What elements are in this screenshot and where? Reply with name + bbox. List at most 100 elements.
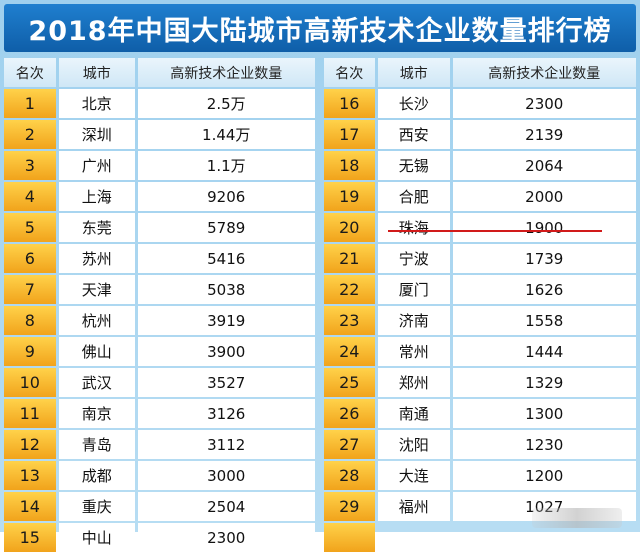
city-cell-right: 郑州 xyxy=(378,368,450,397)
count-cell: 1.44万 xyxy=(137,120,315,149)
header-city-right: 城市 xyxy=(378,58,450,87)
rank-cell-right: 23 xyxy=(323,306,376,335)
rank-cell-right-empty xyxy=(323,523,376,552)
page-title: 2018年中国大陆城市高新技术企业数量排行榜 xyxy=(4,4,636,52)
count-cell-right: 2000 xyxy=(452,182,637,211)
rank-cell: 12 xyxy=(4,430,56,459)
count-cell-right: 1558 xyxy=(452,306,637,335)
highlight-underline xyxy=(388,230,602,232)
rank-cell-right: 24 xyxy=(323,337,376,366)
rank-cell: 8 xyxy=(4,306,56,335)
table-row: 12 青岛 3112 27 沈阳 1230 xyxy=(4,430,637,459)
count-cell-right: 1230 xyxy=(452,430,637,459)
count-cell-right: 1900 xyxy=(452,213,637,242)
header-count: 高新技术企业数量 xyxy=(137,58,315,87)
count-cell-right: 1739 xyxy=(452,244,637,273)
rank-cell: 3 xyxy=(4,151,56,180)
table-row: 10 武汉 3527 25 郑州 1329 xyxy=(4,368,637,397)
city-cell-right: 沈阳 xyxy=(378,430,450,459)
count-cell-right: 1200 xyxy=(452,461,637,490)
count-cell: 2504 xyxy=(137,492,315,521)
city-cell-right: 常州 xyxy=(378,337,450,366)
city-cell: 中山 xyxy=(58,523,135,552)
city-cell: 青岛 xyxy=(58,430,135,459)
count-cell-right: 1444 xyxy=(452,337,637,366)
count-cell: 9206 xyxy=(137,182,315,211)
city-cell-right: 西安 xyxy=(378,120,450,149)
rank-cell-right: 16 xyxy=(323,89,376,118)
rank-cell: 2 xyxy=(4,120,56,149)
rank-cell: 1 xyxy=(4,89,56,118)
city-cell: 武汉 xyxy=(58,368,135,397)
rank-cell-right: 29 xyxy=(323,492,376,521)
city-cell-right: 宁波 xyxy=(378,244,450,273)
city-cell-right: 福州 xyxy=(378,492,450,521)
rank-cell: 5 xyxy=(4,213,56,242)
city-cell-right: 大连 xyxy=(378,461,450,490)
rank-cell-right: 26 xyxy=(323,399,376,428)
city-cell-right: 长沙 xyxy=(378,89,450,118)
rank-cell-right: 20 xyxy=(323,213,376,242)
table-header-row: 名次 城市 高新技术企业数量 名次 城市 高新技术企业数量 xyxy=(4,58,637,87)
table-row: 1 北京 2.5万 16 长沙 2300 xyxy=(4,89,637,118)
table-row: 11 南京 3126 26 南通 1300 xyxy=(4,399,637,428)
city-cell: 深圳 xyxy=(58,120,135,149)
count-cell: 3527 xyxy=(137,368,315,397)
rank-cell: 10 xyxy=(4,368,56,397)
count-cell-right: 2139 xyxy=(452,120,637,149)
city-cell-right-empty xyxy=(378,523,449,552)
rank-cell: 4 xyxy=(4,182,56,211)
count-cell: 5038 xyxy=(137,275,315,304)
rank-cell-right: 28 xyxy=(323,461,376,490)
header-rank: 名次 xyxy=(4,58,56,87)
count-cell: 1.1万 xyxy=(137,151,315,180)
rank-cell-right: 17 xyxy=(323,120,376,149)
count-cell: 3900 xyxy=(137,337,315,366)
table-row: 5 东莞 5789 20 珠海 1900 xyxy=(4,213,637,242)
city-cell: 东莞 xyxy=(58,213,135,242)
city-cell-right: 无锡 xyxy=(378,151,450,180)
count-cell-right: 1329 xyxy=(452,368,637,397)
count-cell: 5789 xyxy=(137,213,315,242)
city-cell: 南京 xyxy=(58,399,135,428)
rank-cell-right: 27 xyxy=(323,430,376,459)
city-cell-right: 合肥 xyxy=(378,182,450,211)
city-cell: 苏州 xyxy=(58,244,135,273)
header-count-right: 高新技术企业数量 xyxy=(452,58,637,87)
city-cell-right: 南通 xyxy=(378,399,450,428)
city-cell: 北京 xyxy=(58,89,135,118)
count-cell: 5416 xyxy=(137,244,315,273)
rank-cell: 9 xyxy=(4,337,56,366)
city-cell-right: 珠海 xyxy=(378,213,450,242)
rank-cell: 11 xyxy=(4,399,56,428)
count-cell: 3112 xyxy=(137,430,315,459)
count-cell: 3919 xyxy=(137,306,315,335)
city-cell: 广州 xyxy=(58,151,135,180)
count-cell: 3126 xyxy=(137,399,315,428)
rank-cell: 14 xyxy=(4,492,56,521)
table-row: 13 成都 3000 28 大连 1200 xyxy=(4,461,637,490)
table-row: 6 苏州 5416 21 宁波 1739 xyxy=(4,244,637,273)
table-row: 3 广州 1.1万 18 无锡 2064 xyxy=(4,151,637,180)
table-row: 4 上海 9206 19 合肥 2000 xyxy=(4,182,637,211)
ranking-table: 名次 城市 高新技术企业数量 名次 城市 高新技术企业数量 1 北京 2.5万 16 长… xyxy=(4,58,637,554)
city-cell: 上海 xyxy=(58,182,135,211)
rank-cell: 7 xyxy=(4,275,56,304)
rank-cell-right: 18 xyxy=(323,151,376,180)
count-cell: 3000 xyxy=(137,461,315,490)
rank-cell: 6 xyxy=(4,244,56,273)
table-row: 8 杭州 3919 23 济南 1558 xyxy=(4,306,637,335)
city-cell-right: 济南 xyxy=(378,306,450,335)
rank-cell: 13 xyxy=(4,461,56,490)
city-cell: 佛山 xyxy=(58,337,135,366)
city-cell: 杭州 xyxy=(58,306,135,335)
table-row: 2 深圳 1.44万 17 西安 2139 xyxy=(4,120,637,149)
header-city: 城市 xyxy=(58,58,135,87)
table-row: 7 天津 5038 22 厦门 1626 xyxy=(4,275,637,304)
city-cell-right: 厦门 xyxy=(378,275,450,304)
watermark xyxy=(532,508,622,528)
count-cell-right: 1300 xyxy=(452,399,637,428)
city-cell: 成都 xyxy=(58,461,135,490)
count-cell-right: 1626 xyxy=(452,275,637,304)
